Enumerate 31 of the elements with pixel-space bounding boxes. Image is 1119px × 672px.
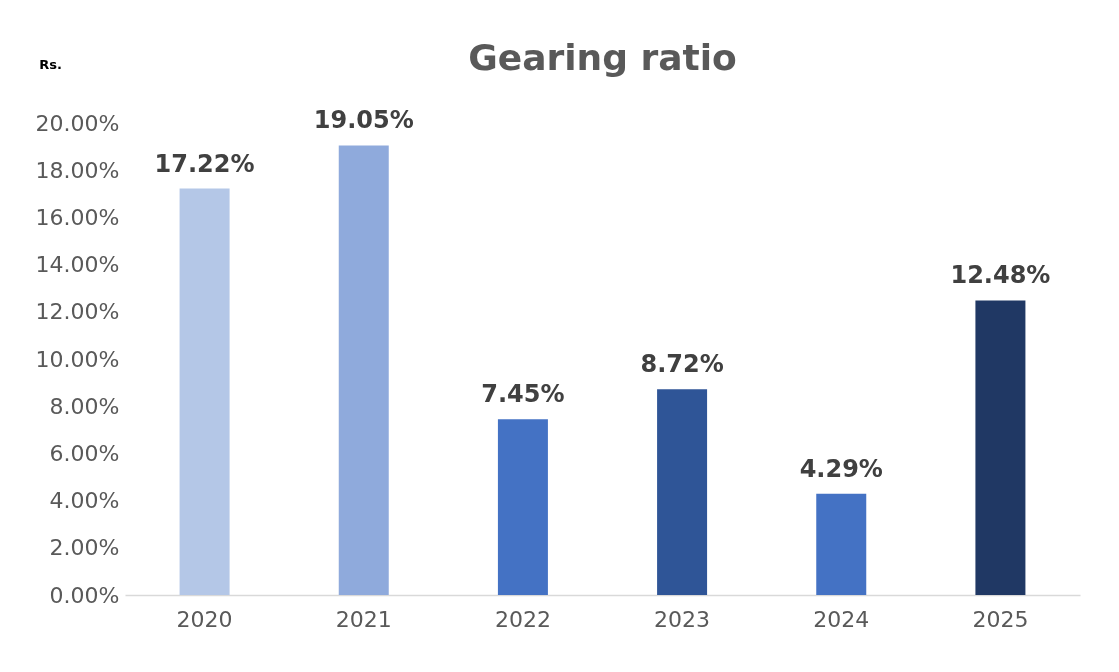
y-tick-label: 12.00% xyxy=(35,299,120,325)
data-label: 8.72% xyxy=(640,350,724,379)
y-tick-label: 8.00% xyxy=(49,393,120,419)
chart-title: Gearing ratio xyxy=(468,37,737,78)
data-label: 7.45% xyxy=(481,380,565,409)
x-tick-label: 2023 xyxy=(654,606,711,632)
y-tick-label: 10.00% xyxy=(35,346,120,372)
x-tick-label: 2025 xyxy=(972,606,1029,632)
y-tick-label: 0.00% xyxy=(49,582,120,608)
x-tick-label: 2024 xyxy=(813,606,870,632)
bar xyxy=(975,300,1026,595)
x-tick-label: 2020 xyxy=(176,606,233,632)
bar xyxy=(657,389,708,595)
bar xyxy=(816,493,867,595)
y-tick-label: 18.00% xyxy=(35,157,120,183)
y-tick-label: 14.00% xyxy=(35,252,120,278)
bar xyxy=(497,419,548,595)
y-tick-label: 4.00% xyxy=(49,488,120,514)
bar xyxy=(338,145,389,595)
x-tick-label: 2022 xyxy=(494,606,551,632)
y-tick-label: 2.00% xyxy=(49,535,120,561)
data-label: 17.22% xyxy=(154,149,255,178)
bar xyxy=(179,188,230,595)
data-label: 12.48% xyxy=(950,261,1051,290)
x-tick-label: 2021 xyxy=(335,606,392,632)
y-tick-label: 16.00% xyxy=(35,204,120,230)
y-tick-label: 6.00% xyxy=(49,440,120,466)
y-tick-label: 20.00% xyxy=(35,110,120,136)
data-label: 19.05% xyxy=(313,106,414,135)
data-label: 4.29% xyxy=(799,454,883,483)
y-axis-title: Rs. xyxy=(39,56,62,72)
